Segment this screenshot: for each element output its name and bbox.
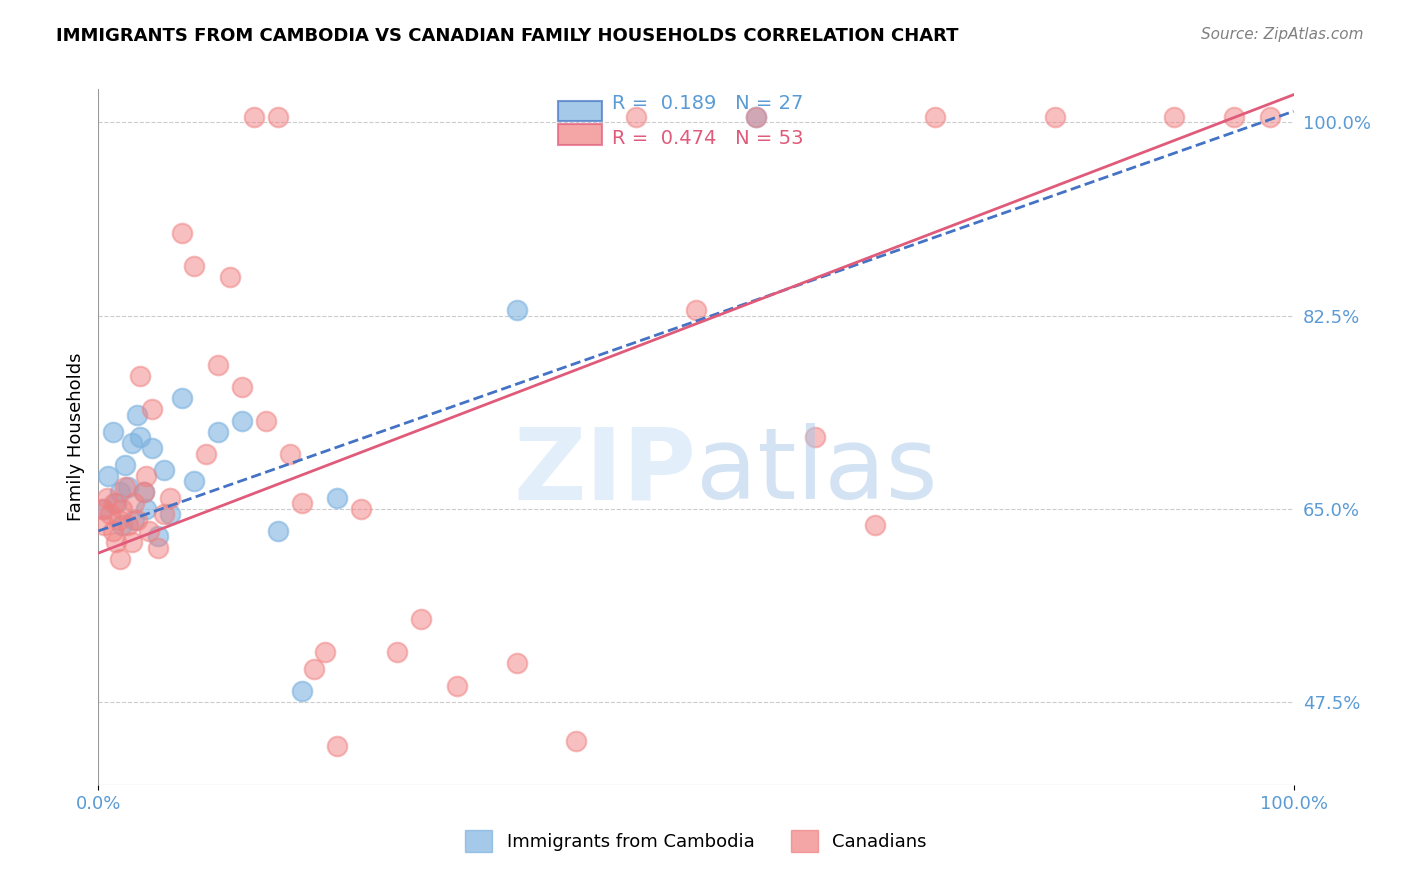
Point xyxy=(103,496,125,510)
Point xyxy=(385,645,409,659)
Text: Source: ZipAtlas.com: Source: ZipAtlas.com xyxy=(1201,27,1364,42)
Point xyxy=(111,501,134,516)
Point xyxy=(326,491,349,505)
Point xyxy=(506,657,529,671)
Text: R =  0.474   N = 53: R = 0.474 N = 53 xyxy=(612,129,803,148)
Point xyxy=(626,110,648,124)
Point xyxy=(207,425,229,439)
Point xyxy=(350,501,373,516)
Point xyxy=(159,508,181,522)
Point xyxy=(121,435,143,450)
Point xyxy=(924,110,946,124)
Point xyxy=(105,535,128,549)
Point xyxy=(117,518,139,533)
Point xyxy=(138,524,160,538)
Point xyxy=(114,458,136,472)
Point xyxy=(195,447,218,461)
Point xyxy=(117,480,139,494)
Point xyxy=(183,259,205,273)
Point xyxy=(506,303,529,318)
Point xyxy=(132,485,155,500)
Text: IMMIGRANTS FROM CAMBODIA VS CANADIAN FAMILY HOUSEHOLDS CORRELATION CHART: IMMIGRANTS FROM CAMBODIA VS CANADIAN FAM… xyxy=(56,27,959,45)
Point xyxy=(1163,110,1185,124)
Point xyxy=(121,535,143,549)
Legend: Immigrants from Cambodia, Canadians: Immigrants from Cambodia, Canadians xyxy=(458,823,934,859)
Point xyxy=(315,645,337,659)
Point xyxy=(745,110,768,124)
Point xyxy=(153,508,176,522)
Point xyxy=(141,441,163,455)
Point xyxy=(565,733,588,747)
Point xyxy=(135,501,157,516)
Point xyxy=(291,496,314,510)
Point xyxy=(865,518,887,533)
Point xyxy=(148,541,170,555)
Point xyxy=(159,491,181,505)
Point xyxy=(291,684,314,698)
Point xyxy=(172,226,194,240)
Point xyxy=(745,110,768,124)
Point xyxy=(183,475,205,489)
Point xyxy=(93,501,115,516)
Point xyxy=(1223,110,1246,124)
Text: ZIP: ZIP xyxy=(513,424,696,520)
Point xyxy=(96,491,118,505)
Point xyxy=(207,359,229,373)
Point xyxy=(114,480,136,494)
Point xyxy=(124,496,146,510)
Point xyxy=(98,508,122,522)
Point xyxy=(267,524,290,538)
Point xyxy=(101,425,124,439)
Point xyxy=(148,529,170,543)
Point xyxy=(129,430,152,444)
Point xyxy=(254,413,277,427)
Point xyxy=(93,518,115,533)
Point xyxy=(1043,110,1066,124)
Point xyxy=(446,679,468,693)
Point xyxy=(97,468,120,483)
Point xyxy=(231,380,253,394)
Point xyxy=(1258,110,1281,124)
Point xyxy=(804,430,827,444)
Point xyxy=(105,496,128,510)
Point xyxy=(219,269,242,284)
Point xyxy=(108,485,131,500)
Point xyxy=(129,369,152,384)
Point xyxy=(101,524,124,538)
Point xyxy=(108,551,131,566)
Point xyxy=(172,392,194,406)
Point xyxy=(326,739,349,754)
Bar xyxy=(558,101,602,121)
Point xyxy=(91,501,114,516)
Point xyxy=(267,110,290,124)
Point xyxy=(153,463,176,477)
Point xyxy=(125,408,148,422)
Point xyxy=(135,468,157,483)
Text: atlas: atlas xyxy=(696,424,938,520)
Point xyxy=(243,110,266,124)
Point xyxy=(302,662,325,676)
Point xyxy=(124,513,146,527)
Bar xyxy=(558,124,602,145)
Point xyxy=(141,402,163,417)
Point xyxy=(278,447,301,461)
Text: R =  0.189   N = 27: R = 0.189 N = 27 xyxy=(612,94,803,112)
Point xyxy=(132,485,155,500)
Point xyxy=(125,513,148,527)
Point xyxy=(685,303,707,318)
Y-axis label: Family Households: Family Households xyxy=(66,353,84,521)
Point xyxy=(111,518,134,533)
Point xyxy=(231,413,253,427)
Point xyxy=(107,513,129,527)
Point xyxy=(411,612,433,626)
